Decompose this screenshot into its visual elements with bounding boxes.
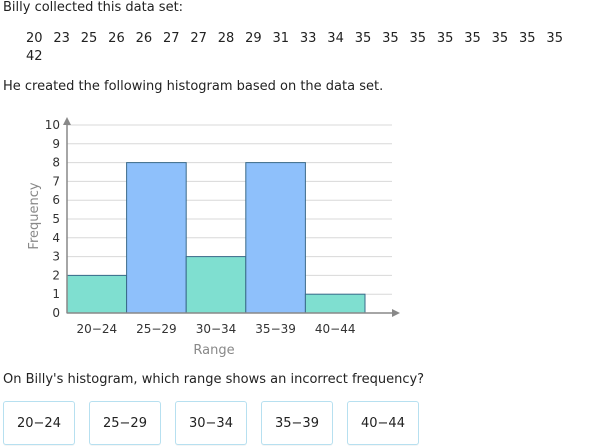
answer-choice-button[interactable]: 40−44	[347, 401, 419, 445]
x-tick-label: 30−34	[196, 322, 237, 336]
y-tick-label: 10	[45, 118, 60, 132]
y-tick-label: 4	[52, 231, 60, 245]
histogram-intro-text: He created the following histogram based…	[3, 79, 384, 94]
answer-choice-button[interactable]: 30−34	[175, 401, 247, 445]
histogram-bar	[245, 162, 306, 314]
dataset-value: 35	[546, 31, 563, 46]
y-tick-label: 9	[52, 137, 60, 151]
dataset-value: 34	[327, 31, 344, 46]
y-tick-label: 8	[52, 156, 60, 170]
x-tick-label: 35−39	[255, 322, 296, 336]
dataset-value: 35	[409, 31, 427, 46]
dataset-value: 35	[436, 31, 454, 46]
answer-choices: 20−24 25−29 30−34 35−39 40−44	[3, 401, 419, 445]
dataset-value: 23	[53, 31, 70, 46]
dataset-value: 29	[245, 31, 262, 46]
answer-choice-button[interactable]: 20−24	[3, 401, 75, 445]
histogram-bar	[126, 162, 187, 314]
x-tick-label: 20−24	[77, 322, 118, 336]
dataset-value: 35	[354, 31, 372, 46]
dataset-value: 42	[26, 49, 43, 64]
question-text: On Billy's histogram, which range shows …	[3, 372, 425, 387]
x-tick-labels: 20−24 25−29 30−34 35−39 40−44	[77, 322, 356, 336]
y-tick-label: 0	[52, 306, 60, 320]
dataset-value: 28	[217, 31, 235, 46]
y-axis-arrow-icon	[63, 117, 71, 125]
answer-choice-button[interactable]: 35−39	[261, 401, 333, 445]
dataset-value: 27	[162, 31, 180, 46]
dataset-value: 35	[464, 31, 481, 46]
histogram-bar	[66, 274, 128, 314]
dataset-value: 35	[382, 31, 399, 46]
y-tick-label: 6	[52, 193, 60, 207]
chart-axes	[63, 117, 400, 317]
dataset-value: 33	[299, 31, 317, 46]
y-axis-label: Frequency	[27, 182, 42, 249]
dataset-value: 35	[491, 31, 509, 46]
dataset-value: 27	[190, 31, 207, 46]
x-axis-arrow-icon	[392, 309, 400, 317]
dataset-list: 20 23 25 26 26 27 27 28 29 31 33 34 35 35 35 35 35 35 35 35…	[26, 30, 600, 66]
x-axis-label: Range	[193, 343, 234, 358]
dataset-value: 26	[135, 31, 153, 46]
dataset-value: 35	[519, 31, 536, 46]
y-tick-label: 7	[52, 174, 60, 188]
intro-text: Billy collected this data set:	[3, 0, 184, 15]
histogram-chart: 0 1 2 3 4 5 6 7 8 9 10 20−24 25−29 30−34 35−39 40−44 F…	[27, 117, 400, 358]
y-tick-label: 3	[52, 250, 60, 264]
y-tick-label: 2	[52, 268, 60, 282]
y-tick-label: 5	[52, 212, 60, 226]
dataset-value: 26	[108, 31, 125, 46]
x-tick-label: 40−44	[315, 322, 356, 336]
y-tick-label: 1	[52, 287, 60, 301]
y-tick-labels: 0 1 2 3 4 5 6 7 8 9 10	[45, 118, 60, 320]
dataset-value: 31	[272, 31, 290, 46]
answer-choice-button[interactable]: 25−29	[89, 401, 161, 445]
x-tick-label: 25−29	[136, 322, 177, 336]
dataset-value: 20	[26, 31, 43, 46]
histogram-bar	[304, 293, 366, 314]
histogram-bar	[185, 256, 247, 314]
dataset-value: 25	[80, 31, 98, 46]
